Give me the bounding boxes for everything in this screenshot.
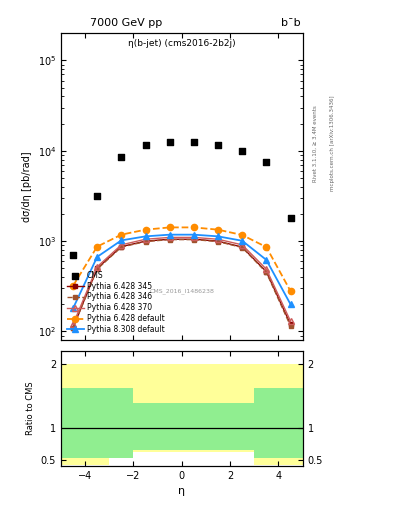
Pythia 6.428 370: [167, 234, 172, 241]
CMS: [287, 214, 294, 222]
Pythia 6.428 346: [95, 266, 99, 272]
Pythia 8.308 default: [264, 257, 269, 263]
Line: Pythia 8.308 default: Pythia 8.308 default: [70, 231, 294, 312]
Text: Rivet 3.1.10, ≥ 3.4M events: Rivet 3.1.10, ≥ 3.4M events: [312, 105, 318, 182]
Pythia 6.428 346: [167, 237, 172, 243]
Pythia 6.428 345: [95, 265, 99, 271]
Pythia 6.428 346: [71, 325, 75, 331]
Pythia 6.428 default: [167, 224, 172, 230]
CMS: [239, 147, 245, 155]
Line: Pythia 6.428 345: Pythia 6.428 345: [71, 237, 293, 330]
Pythia 6.428 346: [240, 244, 244, 250]
Line: Pythia 6.428 default: Pythia 6.428 default: [70, 224, 294, 294]
Line: Pythia 6.428 346: Pythia 6.428 346: [71, 237, 293, 330]
Pythia 8.308 default: [143, 233, 148, 240]
Pythia 6.428 370: [240, 242, 244, 248]
Pythia 6.428 default: [240, 232, 244, 238]
Pythia 6.428 default: [143, 227, 148, 233]
Pythia 6.428 345: [216, 238, 220, 244]
X-axis label: η: η: [178, 486, 185, 496]
Pythia 6.428 346: [288, 323, 293, 329]
CMS: [70, 251, 76, 259]
Pythia 6.428 default: [119, 231, 124, 238]
Pythia 6.428 370: [95, 264, 99, 270]
Pythia 6.428 345: [167, 236, 172, 242]
Pythia 6.428 370: [191, 234, 196, 241]
Pythia 6.428 370: [288, 318, 293, 324]
Pythia 8.308 default: [119, 237, 124, 243]
Pythia 6.428 default: [95, 244, 99, 250]
CMS: [118, 153, 125, 161]
Pythia 6.428 345: [240, 244, 244, 250]
Pythia 6.428 default: [216, 227, 220, 233]
Pythia 6.428 346: [216, 239, 220, 245]
Pythia 6.428 345: [264, 269, 269, 275]
CMS: [191, 138, 197, 146]
Pythia 6.428 345: [71, 325, 75, 331]
Pythia 6.428 346: [191, 237, 196, 243]
Pythia 6.428 370: [264, 266, 269, 272]
Pythia 6.428 default: [71, 283, 75, 289]
Pythia 6.428 370: [71, 321, 75, 327]
Pythia 8.308 default: [240, 238, 244, 244]
Pythia 8.308 default: [167, 231, 172, 238]
Pythia 8.308 default: [95, 254, 99, 260]
CMS: [167, 138, 173, 146]
Text: mcplots.cern.ch [arXiv:1306.3436]: mcplots.cern.ch [arXiv:1306.3436]: [330, 96, 335, 191]
Pythia 6.428 default: [191, 224, 196, 230]
Line: Pythia 6.428 370: Pythia 6.428 370: [70, 234, 294, 328]
Pythia 6.428 345: [191, 236, 196, 242]
Pythia 6.428 346: [264, 269, 269, 275]
Text: b¯b: b¯b: [281, 18, 301, 28]
Y-axis label: Ratio to CMS: Ratio to CMS: [26, 381, 35, 435]
Text: CMS_2016_I1486238: CMS_2016_I1486238: [149, 288, 214, 294]
Y-axis label: dσ/dη [pb/rad]: dσ/dη [pb/rad]: [22, 152, 32, 222]
CMS: [94, 191, 100, 200]
CMS: [263, 158, 270, 166]
Pythia 6.428 default: [264, 244, 269, 250]
Pythia 6.428 370: [119, 242, 124, 248]
Pythia 6.428 346: [143, 239, 148, 245]
Pythia 8.308 default: [288, 301, 293, 307]
Pythia 6.428 370: [143, 236, 148, 242]
Pythia 6.428 345: [119, 244, 124, 250]
Legend: CMS, Pythia 6.428 345, Pythia 6.428 346, Pythia 6.428 370, Pythia 6.428 default,: CMS, Pythia 6.428 345, Pythia 6.428 346,…: [65, 268, 167, 336]
Text: 7000 GeV pp: 7000 GeV pp: [90, 18, 163, 28]
Pythia 6.428 346: [119, 244, 124, 250]
Pythia 6.428 345: [143, 238, 148, 244]
Pythia 8.308 default: [191, 231, 196, 238]
Pythia 6.428 default: [288, 288, 293, 294]
Text: η(b-jet) (cms2016-2b2j): η(b-jet) (cms2016-2b2j): [128, 39, 235, 49]
Pythia 6.428 345: [288, 321, 293, 327]
Pythia 8.308 default: [71, 305, 75, 311]
CMS: [215, 141, 221, 150]
Pythia 6.428 370: [216, 236, 220, 242]
CMS: [142, 141, 149, 150]
Pythia 8.308 default: [216, 233, 220, 240]
